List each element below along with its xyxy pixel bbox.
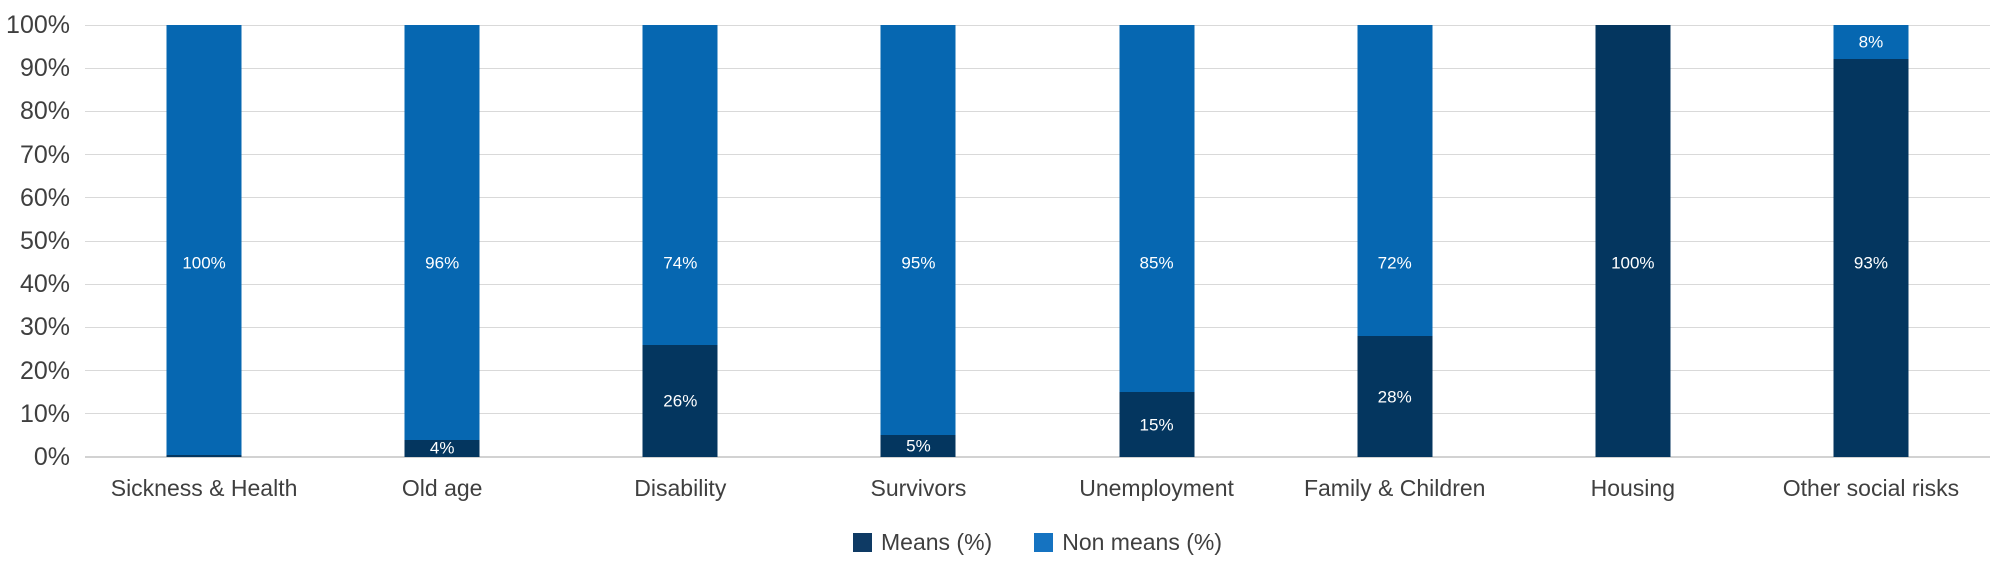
gridline — [85, 413, 1990, 415]
bar-segment-means — [1357, 336, 1433, 457]
bar-other-social-risks: 93% 8% — [1833, 25, 1909, 457]
category-label: Survivors — [870, 475, 967, 501]
y-axis-tick-label: 80% — [19, 97, 70, 126]
y-axis-tick-label: 100% — [6, 11, 70, 39]
y-axis-tick-label: 40% — [19, 270, 70, 299]
bar-slot: 5% 95% — [799, 25, 1037, 457]
bar-segment-non-means — [880, 25, 956, 436]
bar-segment-non-means — [166, 25, 242, 456]
gridline — [85, 240, 1990, 242]
bar-segment-means — [166, 455, 242, 457]
y-axis-tick-label: 20% — [19, 356, 70, 385]
x-axis-line — [85, 456, 1990, 458]
bar-segment-means — [880, 435, 956, 457]
data-label: 93% — [1853, 253, 1888, 273]
legend-item: Non means (%) — [1034, 529, 1222, 556]
bar-segment-means — [1833, 59, 1909, 457]
y-axis-tick-label: 0% — [33, 443, 70, 471]
category-label: Old age — [401, 475, 483, 501]
data-label: 72% — [1377, 253, 1412, 273]
category-label: Housing — [1590, 475, 1675, 501]
bar-segment-means — [404, 439, 480, 457]
data-label: 15% — [1139, 415, 1174, 435]
data-label: 4% — [429, 438, 455, 458]
category-label: Other social risks — [1782, 475, 1960, 501]
data-label: 74% — [663, 253, 698, 273]
gridline — [85, 67, 1990, 69]
y-axis-tick-label: 50% — [19, 227, 70, 255]
bar-segment-non-means — [404, 25, 480, 440]
legend-label: Means (%) — [881, 529, 993, 555]
bar-segment-non-means — [1357, 25, 1433, 337]
bar-sickness-health: 100% — [166, 25, 242, 457]
data-label: 95% — [901, 253, 936, 273]
legend-item: Means (%) — [853, 529, 992, 556]
bar-slot: 15% 85% — [1038, 25, 1276, 457]
gridline — [85, 197, 1990, 199]
category-label: Family & Children — [1303, 475, 1486, 501]
data-label: 8% — [1858, 32, 1884, 52]
data-label: 28% — [1377, 387, 1412, 407]
bar-slot: 26% 74% — [561, 25, 799, 457]
bar-segment-means — [1119, 392, 1195, 457]
data-label: 85% — [1139, 253, 1174, 273]
gridline — [85, 154, 1990, 156]
bar-unemployment: 15% 85% — [1119, 25, 1195, 457]
bar-survivors: 5% 95% — [880, 25, 956, 457]
y-axis-tick-label: 70% — [19, 140, 70, 169]
bar-slot: 4% 96% — [323, 25, 561, 457]
y-axis-tick-label: 60% — [19, 183, 70, 212]
data-label: 100% — [182, 253, 226, 273]
data-label: 26% — [663, 391, 698, 411]
category-label: Disability — [634, 475, 727, 501]
bar-segment-non-means — [1119, 25, 1195, 393]
category-label: Unemployment — [1079, 475, 1234, 501]
plot-area: 100% 4% 96% 26% 74% 5% 95% 15% 85% 28% 72% 100% 93% 8… — [85, 24, 1990, 458]
data-label: 100% — [1611, 253, 1655, 273]
bar-slot: 100% — [1514, 25, 1752, 457]
gridline — [85, 110, 1990, 112]
bar-family-children: 28% 72% — [1357, 25, 1433, 457]
y-axis-tick-label: 30% — [19, 313, 70, 342]
bar-slot: 93% 8% — [1752, 25, 1990, 457]
y-axis-tick-label: 90% — [19, 54, 70, 83]
bar-segment-means — [642, 344, 718, 457]
gridline — [85, 24, 1990, 26]
bar-slot: 100% — [85, 25, 323, 457]
legend-label: Non means (%) — [1062, 529, 1222, 555]
bar-old-age: 4% 96% — [404, 25, 480, 458]
gridline — [85, 370, 1990, 372]
bar-segment-non-means — [642, 25, 718, 345]
bar-slot: 28% 72% — [1276, 25, 1514, 457]
data-label: 96% — [425, 253, 460, 273]
y-axis-tick-label: 10% — [19, 399, 70, 428]
gridline — [85, 326, 1990, 328]
gridline — [85, 283, 1990, 285]
bar-housing: 100% — [1595, 25, 1671, 457]
legend: Means (%) Non means (%) — [85, 529, 1990, 556]
bar-segment-means — [1595, 25, 1671, 457]
data-label: 5% — [906, 436, 931, 456]
bar-disability: 26% 74% — [642, 25, 718, 457]
category-label: Sickness & Health — [110, 475, 298, 501]
bar-segment-non-means — [1833, 25, 1909, 60]
legend-swatch-icon — [853, 533, 872, 552]
legend-swatch-icon — [1034, 533, 1054, 552]
